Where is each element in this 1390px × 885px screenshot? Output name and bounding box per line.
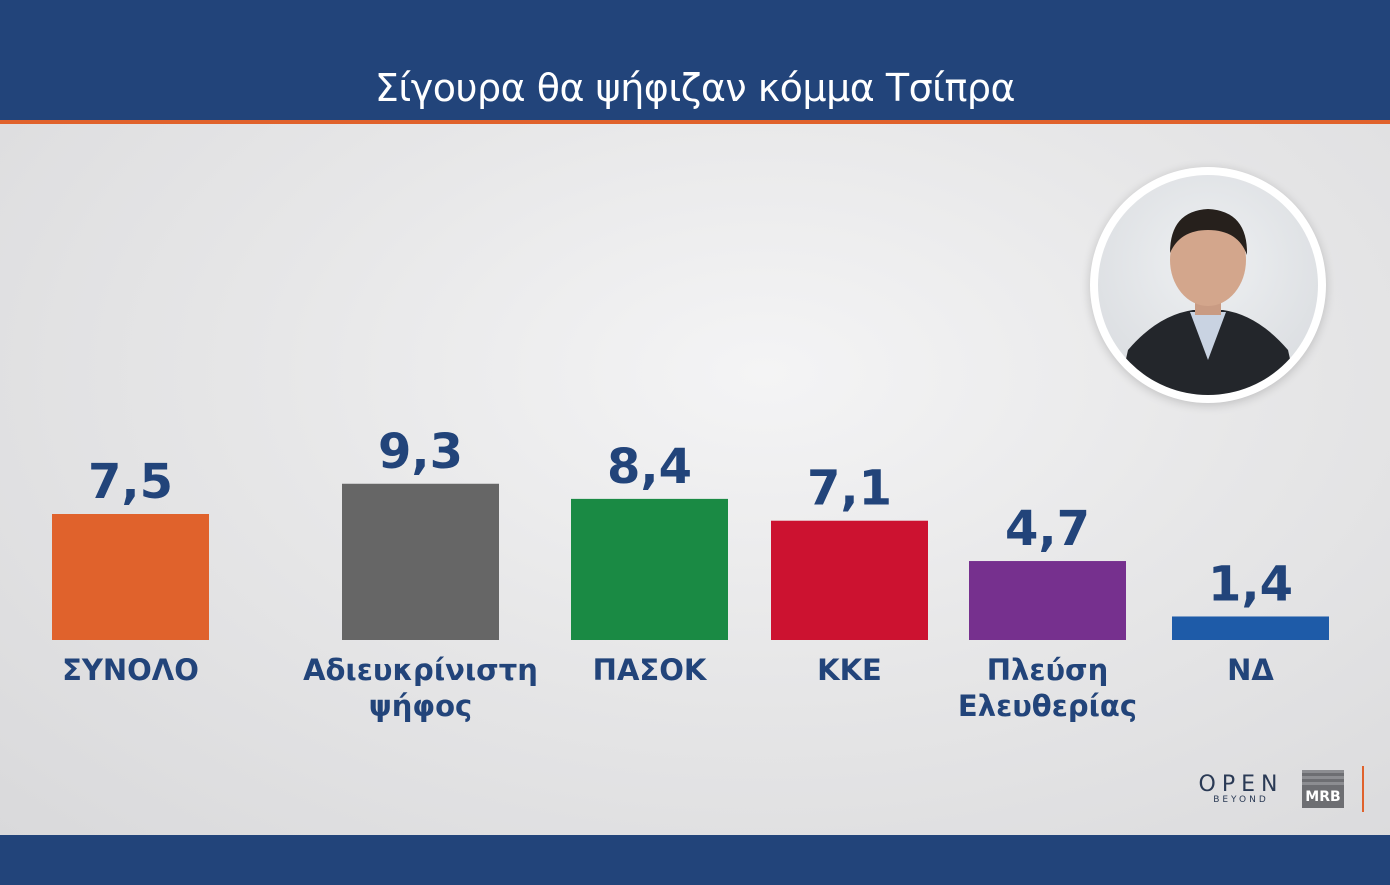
mrb-logo-stripes [1302,770,1344,788]
bar-value-label-5: 4,7 [1005,501,1090,557]
mrb-logo: MRB [1302,770,1344,808]
category-label-6-line-1: ΝΔ [1227,653,1274,687]
bar-value-label-3: 8,4 [607,439,692,495]
category-label-2-line-2: ψήφος [369,689,472,723]
category-label-1-line-1: ΣΥΝΟΛΟ [62,653,199,687]
category-label-3-line-1: ΠΑΣΟΚ [593,653,708,687]
open-logo-text: OPEN [1198,772,1284,797]
person-image [1098,175,1318,395]
bar-6 [1172,616,1329,640]
open-logo-subtext: BEYOND [1213,795,1269,805]
mrb-logo-text: MRB [1305,789,1341,805]
bar-value-label-4: 7,1 [807,461,892,517]
category-label-5-line-2: Ελευθερίας [958,689,1137,723]
bar-value-label-1: 7,5 [88,454,173,510]
page-title: Σίγουρα θα ψήφιζαν κόμμα Τσίπρα [374,66,1016,110]
header-bar [0,0,1390,124]
category-label-5-line-1: Πλεύση [987,653,1109,687]
bar-value-label-6: 1,4 [1208,556,1293,612]
bar-4 [771,520,928,640]
portrait-photo [1090,167,1326,403]
bar-3 [571,498,728,640]
category-label-2-line-1: Αδιευκρίνιστη [303,653,538,687]
bar-5 [969,561,1126,640]
bar-2 [342,483,499,640]
footer-bar [0,835,1390,885]
logo-divider [1362,766,1364,812]
bar-value-label-2: 9,3 [378,424,463,480]
category-label-4-line-1: ΚΚΕ [817,653,882,687]
open-logo: OPEN BEYOND [1196,772,1286,805]
bar-1 [52,514,209,640]
